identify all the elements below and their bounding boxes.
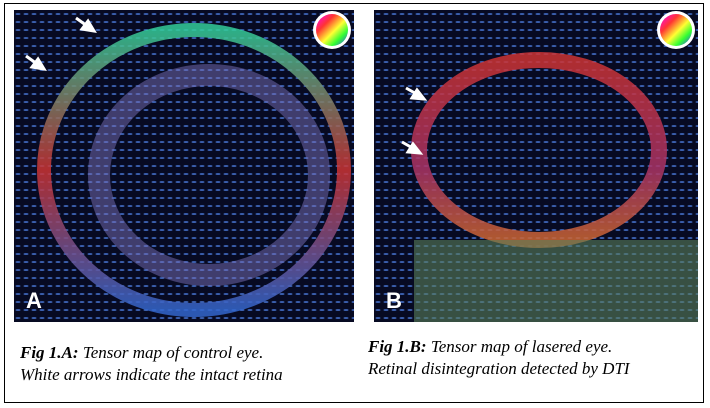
disrupted-region [414,240,698,322]
caption-b: Fig 1.B: Tensor map of lasered eye. Reti… [368,336,700,380]
caption-line: White arrows indicate the intact retina [20,365,283,384]
panel-label: B [386,288,402,313]
panel-label: A [26,288,42,313]
caption-title: Fig 1.B: [368,337,427,356]
caption-title: Fig 1.A: [20,343,79,362]
color-sphere [316,14,348,46]
color-sphere [660,14,692,46]
caption-line: Retinal disintegration detected by DTI [368,359,630,378]
caption-a: Fig 1.A: Tensor map of control eye. Whit… [20,342,350,386]
caption-line: Tensor map of control eye. [83,343,264,362]
caption-line: Tensor map of lasered eye. [431,337,612,356]
tensor-map-b: B [374,10,698,322]
tensor-map-a: A [14,10,354,322]
